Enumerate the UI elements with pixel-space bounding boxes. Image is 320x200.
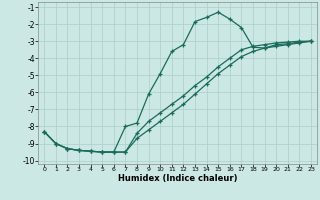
X-axis label: Humidex (Indice chaleur): Humidex (Indice chaleur)	[118, 174, 237, 183]
